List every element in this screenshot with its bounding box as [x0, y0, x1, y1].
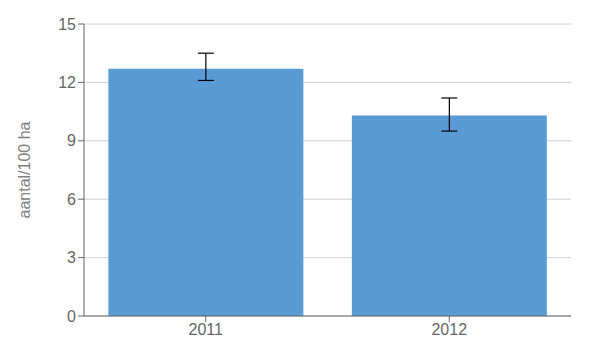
svg-text:aantal/100 ha: aantal/100 ha	[16, 121, 33, 218]
svg-text:12: 12	[58, 74, 76, 91]
svg-text:2011: 2011	[189, 321, 224, 338]
svg-text:6: 6	[67, 191, 76, 208]
svg-text:3: 3	[67, 249, 76, 266]
svg-text:0: 0	[67, 308, 76, 325]
svg-text:2012: 2012	[431, 321, 467, 338]
svg-text:9: 9	[67, 132, 76, 149]
svg-text:15: 15	[58, 16, 76, 33]
